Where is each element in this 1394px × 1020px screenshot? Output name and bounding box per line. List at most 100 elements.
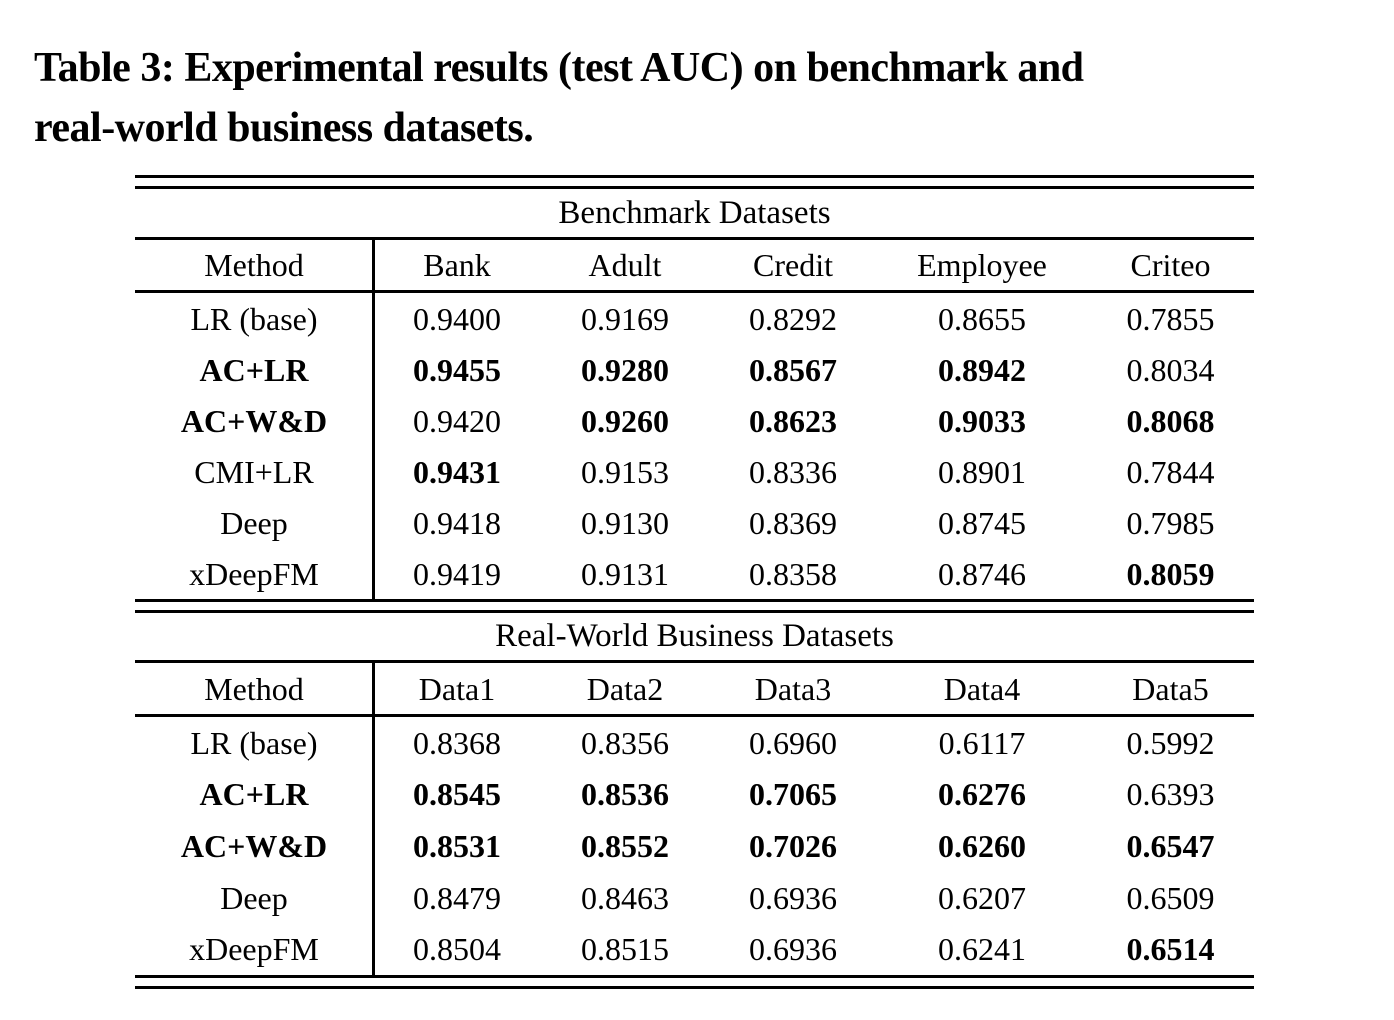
column-header: Employee [917, 247, 1047, 283]
method-cell: LR (base) [190, 724, 318, 761]
column-header: Data2 [586, 670, 664, 707]
value-cell: 0.8356 [581, 724, 669, 761]
value-cell: 0.9260 [581, 402, 669, 439]
column-header: Data5 [1132, 670, 1209, 707]
value-cell: 0.8623 [749, 402, 837, 439]
value-cell: 0.5992 [1126, 724, 1215, 761]
bottom-rule [135, 974, 1254, 989]
value-cell: 0.8463 [581, 879, 669, 916]
table-row: Deep 0.8479 0.8463 0.6936 0.6207 0.6509 [135, 872, 1254, 924]
value-cell: 0.6547 [1126, 827, 1215, 864]
table-row: AC+LR 0.8545 0.8536 0.7065 0.6276 0.6393 [135, 769, 1254, 821]
column-header: Credit [753, 247, 833, 283]
table-row: AC+W&D 0.8531 0.8552 0.7026 0.6260 0.6547 [135, 820, 1254, 872]
value-cell: 0.8552 [581, 827, 669, 864]
value-cell: 0.7026 [749, 827, 837, 864]
column-header: Bank [423, 247, 491, 283]
value-cell: 0.7985 [1126, 504, 1215, 541]
results-table: Benchmark Datasets Method Bank Adult Credit… [135, 175, 1254, 989]
value-cell: 0.9419 [413, 555, 501, 592]
value-cell: 0.9169 [581, 300, 669, 337]
column-header-row: Method Bank Adult Credit Employee Criteo [135, 240, 1254, 290]
value-cell: 0.8942 [938, 351, 1026, 388]
value-cell: 0.8504 [413, 931, 501, 968]
table-row: CMI+LR 0.9431 0.9153 0.8336 0.8901 0.7844 [135, 446, 1254, 497]
vertical-divider [372, 663, 375, 975]
value-cell: 0.8369 [749, 504, 837, 541]
value-cell: 0.8336 [749, 453, 837, 490]
value-cell: 0.8515 [581, 931, 669, 968]
method-cell: LR (base) [190, 300, 318, 337]
value-cell: 0.7844 [1126, 453, 1215, 490]
value-cell: 0.8567 [749, 351, 837, 388]
table-row: Deep 0.9418 0.9130 0.8369 0.8745 0.7985 [135, 497, 1254, 548]
value-cell: 0.9431 [413, 453, 501, 490]
value-cell: 0.9280 [581, 351, 669, 388]
section-divider [135, 599, 1254, 613]
table-row: AC+W&D 0.9420 0.9260 0.8623 0.9033 0.8068 [135, 395, 1254, 446]
value-cell: 0.8536 [581, 776, 669, 813]
value-cell: 0.9400 [413, 300, 501, 337]
section-body: Method Bank Adult Credit Employee Criteo LR (b… [135, 240, 1254, 599]
method-cell: AC+W&D [180, 827, 328, 864]
realworld-section: Real-World Business Datasets Method Data1… [135, 613, 1254, 975]
vertical-divider [372, 240, 375, 599]
method-cell: AC+LR [199, 351, 309, 388]
method-cell: AC+W&D [180, 402, 328, 439]
value-cell: 0.6936 [749, 931, 837, 968]
column-header-row: Method Data1 Data2 Data3 Data4 Data5 [135, 663, 1254, 714]
method-cell: xDeepFM [189, 555, 319, 592]
value-cell: 0.8059 [1126, 555, 1215, 592]
value-cell: 0.9420 [413, 402, 501, 439]
value-cell: 0.6514 [1126, 931, 1215, 968]
value-cell: 0.8034 [1126, 351, 1215, 388]
value-cell: 0.6509 [1126, 879, 1215, 916]
value-cell: 0.7855 [1126, 300, 1215, 337]
value-cell: 0.8745 [938, 504, 1026, 541]
value-cell: 0.8068 [1126, 402, 1215, 439]
table-row: xDeepFM 0.8504 0.8515 0.6936 0.6241 0.6514 [135, 923, 1254, 975]
table-caption: Table 3: Experimental results (test AUC)… [34, 38, 1084, 158]
value-cell: 0.8545 [413, 776, 501, 813]
table-caption-line: real-world business datasets. [34, 105, 534, 151]
value-cell: 0.8746 [938, 555, 1026, 592]
table-row: xDeepFM 0.9419 0.9131 0.8358 0.8746 0.8059 [135, 548, 1254, 599]
value-cell: 0.9153 [581, 453, 669, 490]
value-cell: 0.6936 [749, 879, 837, 916]
value-cell: 0.8292 [749, 300, 837, 337]
section-title: Real-World Business Datasets [495, 618, 894, 654]
section-body: Method Data1 Data2 Data3 Data4 Data5 LR (base)… [135, 663, 1254, 975]
value-cell: 0.6260 [938, 827, 1026, 864]
column-header: Data1 [418, 670, 496, 707]
value-cell: 0.8901 [938, 453, 1026, 490]
column-header: Adult [588, 247, 662, 283]
column-header: Method [204, 670, 304, 707]
value-cell: 0.8358 [749, 555, 837, 592]
table-row: LR (base) 0.9400 0.9169 0.8292 0.8655 0.7855 [135, 293, 1254, 344]
table-caption-line: Table 3: Experimental results (test AUC)… [34, 45, 1084, 91]
top-rule [135, 175, 1254, 189]
column-header: Method [204, 247, 304, 283]
table-row: LR (base) 0.8368 0.8356 0.6960 0.6117 0.5992 [135, 717, 1254, 769]
method-cell: xDeepFM [189, 931, 319, 968]
value-cell: 0.9130 [581, 504, 669, 541]
value-cell: 0.6960 [749, 724, 837, 761]
method-cell: Deep [220, 504, 288, 541]
value-cell: 0.9455 [413, 351, 501, 388]
section-title-rule [135, 237, 1254, 240]
benchmark-section: Benchmark Datasets Method Bank Adult Credit… [135, 189, 1254, 599]
value-cell: 0.9418 [413, 504, 501, 541]
value-cell: 0.8368 [413, 724, 501, 761]
value-cell: 0.6207 [938, 879, 1026, 916]
section-title-rule [135, 660, 1254, 663]
column-header: Criteo [1130, 247, 1211, 283]
value-cell: 0.7065 [749, 776, 837, 813]
table-row: AC+LR 0.9455 0.9280 0.8567 0.8942 0.8034 [135, 344, 1254, 395]
header-rule [135, 290, 1254, 293]
header-rule [135, 714, 1254, 717]
value-cell: 0.6393 [1126, 776, 1215, 813]
value-cell: 0.6241 [938, 931, 1026, 968]
method-cell: AC+LR [199, 776, 309, 813]
value-cell: 0.6117 [938, 724, 1026, 761]
